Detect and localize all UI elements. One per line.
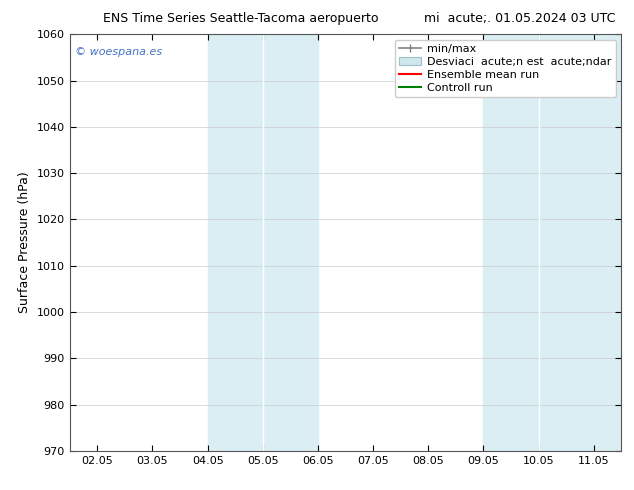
Y-axis label: Surface Pressure (hPa): Surface Pressure (hPa) (18, 172, 31, 314)
Bar (207, 34, 318, 451)
Bar (483, 34, 621, 451)
Text: © woespana.es: © woespana.es (75, 47, 162, 57)
Text: mi  acute;. 01.05.2024 03 UTC: mi acute;. 01.05.2024 03 UTC (424, 12, 615, 25)
Text: ENS Time Series Seattle-Tacoma aeropuerto: ENS Time Series Seattle-Tacoma aeropuert… (103, 12, 378, 25)
Legend: min/max, Desviaci  acute;n est  acute;ndar, Ensemble mean run, Controll run: min/max, Desviaci acute;n est acute;ndar… (395, 40, 616, 97)
